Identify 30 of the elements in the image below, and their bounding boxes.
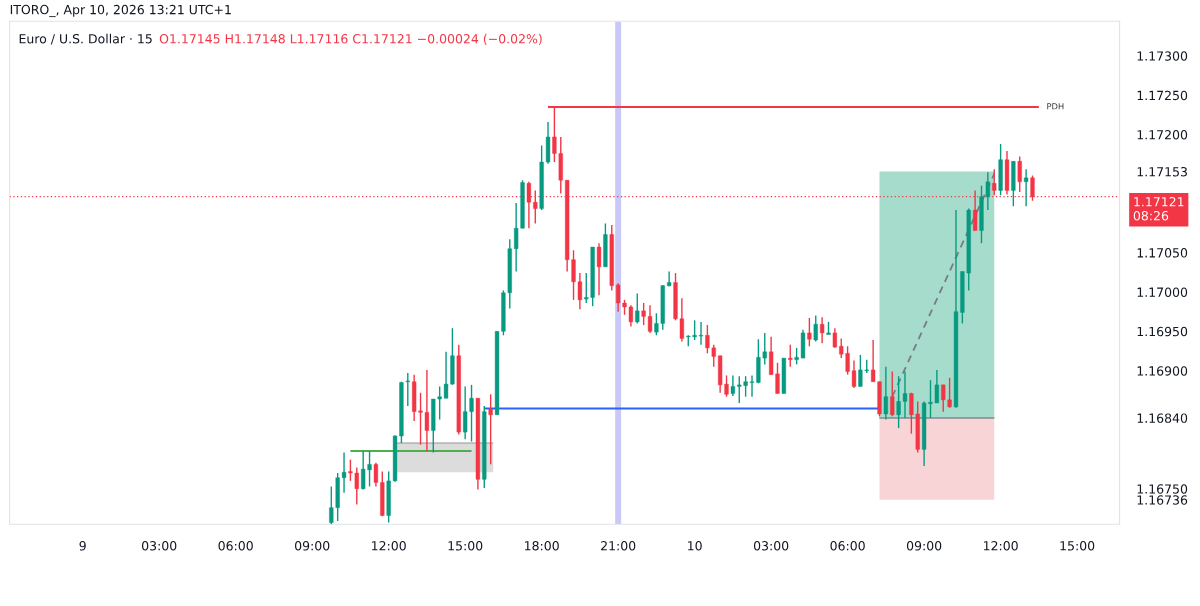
text: ITORO_, Apr 10, 2026 13:21 UTC+1	[10, 4, 231, 18]
x-tick-label: 06:00	[218, 541, 253, 551]
x-tick-label: 9	[79, 541, 86, 551]
x-tick-label: 15:00	[1060, 541, 1095, 551]
y-tick-label: 1.17250	[1137, 90, 1188, 101]
x-tick-label: 15:00	[448, 541, 483, 551]
y-tick-label: 1.17050	[1137, 248, 1188, 258]
ref-line-label: 1.17121 08:26	[1133, 196, 1184, 221]
y-tick-label: 1.17000	[1137, 287, 1188, 297]
series-label: PDH	[1047, 103, 1064, 110]
text: Euro / U.S. Dollar · 15	[19, 33, 152, 45]
y-tick-label: 1.16840	[1137, 413, 1188, 423]
x-tick-label: 21:00	[601, 541, 636, 551]
x-tick-label: 06:00	[830, 541, 865, 551]
x-tick-label: 18:00	[525, 541, 559, 551]
y-tick-label: 1.16736	[1137, 495, 1188, 505]
x-tick-label: 10	[688, 541, 702, 551]
x-tick-label: 12:00	[983, 541, 1018, 551]
y-tick-label: 1.16750	[1137, 484, 1188, 494]
y-tick-label: 1.17153	[1137, 167, 1187, 177]
x-tick-label: 09:00	[294, 541, 330, 551]
y-tick-label: 1.16950	[1137, 326, 1188, 337]
x-tick-label: 03:00	[142, 541, 177, 551]
x-tick-label: 09:00	[906, 541, 942, 551]
x-tick-label: 12:00	[372, 541, 406, 551]
y-tick-label: 1.17200	[1137, 130, 1188, 140]
x-tick-label: 03:00	[753, 541, 789, 551]
y-tick-label: 1.16900	[1137, 366, 1188, 376]
y-tick-label: 1.17300	[1137, 51, 1188, 61]
text: O1.17145 H1.17148 L1.17116 C1.17121 −0.00024 (−0.02%)	[159, 33, 542, 45]
